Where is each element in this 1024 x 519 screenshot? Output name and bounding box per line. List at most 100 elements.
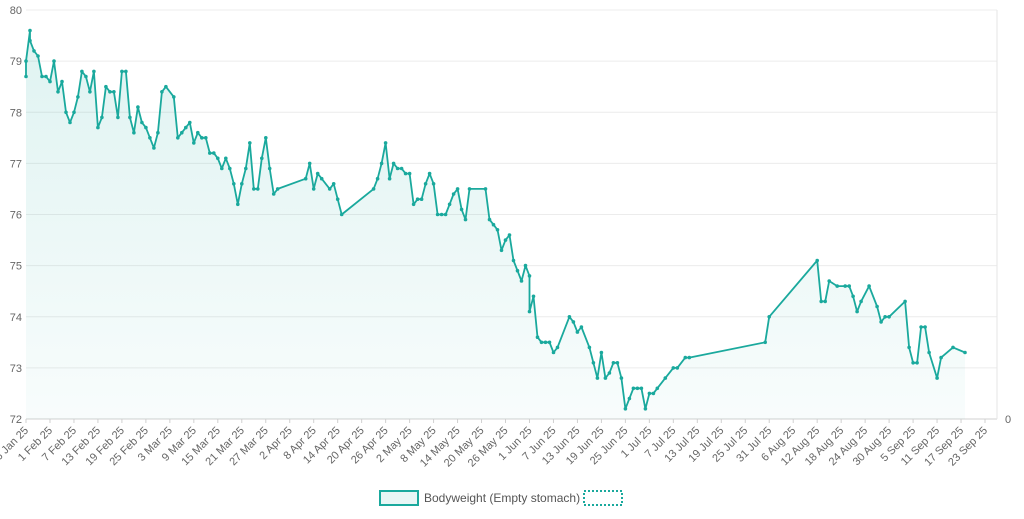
data-point[interactable] [339, 212, 344, 217]
data-point[interactable] [248, 141, 252, 145]
data-point[interactable] [687, 355, 692, 360]
data-point[interactable] [847, 284, 851, 288]
data-point[interactable] [535, 335, 540, 340]
data-point[interactable] [331, 182, 336, 186]
data-point[interactable] [619, 376, 624, 380]
data-point[interactable] [523, 263, 528, 268]
data-point[interactable] [152, 146, 156, 150]
data-point[interactable] [371, 187, 376, 191]
data-point[interactable] [216, 156, 220, 161]
data-point[interactable] [539, 340, 544, 345]
data-point[interactable] [375, 176, 380, 181]
data-point[interactable] [224, 156, 228, 161]
data-point[interactable] [271, 192, 276, 196]
data-point[interactable] [907, 345, 911, 350]
data-point[interactable] [28, 38, 32, 43]
data-point[interactable] [403, 171, 408, 176]
data-point[interactable] [491, 222, 496, 227]
data-point[interactable] [164, 84, 168, 89]
data-point[interactable] [919, 325, 923, 329]
data-point[interactable] [675, 366, 680, 370]
data-point[interactable] [200, 136, 204, 140]
data-point[interactable] [44, 74, 48, 79]
data-point[interactable] [431, 182, 436, 186]
data-point[interactable] [255, 187, 260, 191]
data-point[interactable] [527, 274, 532, 278]
data-point[interactable] [128, 115, 132, 120]
data-point[interactable] [84, 74, 88, 79]
data-point[interactable] [244, 166, 248, 171]
data-point[interactable] [28, 28, 32, 33]
data-point[interactable] [24, 74, 28, 79]
data-point[interactable] [951, 345, 955, 350]
data-point[interactable] [240, 182, 244, 186]
data-point[interactable] [56, 90, 60, 94]
data-point[interactable] [575, 330, 580, 334]
data-point[interactable] [643, 407, 648, 411]
data-point[interactable] [24, 59, 28, 63]
data-point[interactable] [156, 130, 160, 135]
data-point[interactable] [32, 49, 36, 53]
data-point[interactable] [455, 187, 460, 191]
legend-item-second-series[interactable] [583, 490, 623, 506]
data-point[interactable] [172, 95, 176, 99]
data-point[interactable] [80, 69, 84, 74]
data-point[interactable] [124, 69, 128, 74]
data-point[interactable] [515, 268, 520, 273]
data-point[interactable] [379, 161, 384, 166]
data-point[interactable] [387, 176, 392, 181]
data-point[interactable] [551, 350, 556, 355]
data-point[interactable] [547, 340, 552, 345]
data-point[interactable] [611, 361, 616, 365]
data-point[interactable] [319, 176, 324, 181]
data-point[interactable] [192, 141, 196, 145]
data-point[interactable] [451, 192, 456, 196]
data-point[interactable] [132, 130, 136, 135]
data-point[interactable] [823, 299, 827, 304]
data-point[interactable] [587, 345, 592, 350]
data-point[interactable] [655, 386, 660, 391]
data-point[interactable] [104, 84, 108, 89]
data-point[interactable] [116, 115, 120, 120]
data-point[interactable] [631, 386, 636, 391]
data-point[interactable] [311, 187, 316, 191]
data-point[interactable] [819, 299, 823, 304]
data-point[interactable] [603, 376, 608, 380]
data-point[interactable] [627, 396, 632, 401]
data-point[interactable] [76, 95, 80, 99]
data-point[interactable] [208, 151, 212, 155]
data-point[interactable] [427, 171, 432, 176]
data-point[interactable] [188, 120, 192, 125]
data-point[interactable] [463, 217, 468, 222]
data-point[interactable] [40, 74, 44, 79]
data-point[interactable] [100, 115, 104, 120]
data-point[interactable] [72, 110, 76, 115]
data-point[interactable] [228, 166, 232, 171]
data-point[interactable] [48, 79, 52, 84]
data-point[interactable] [855, 309, 859, 314]
data-point[interactable] [267, 166, 272, 171]
data-point[interactable] [112, 90, 116, 94]
data-point[interactable] [467, 187, 472, 191]
data-point[interactable] [815, 258, 819, 263]
data-point[interactable] [487, 217, 492, 222]
data-point[interactable] [447, 202, 452, 207]
data-point[interactable] [144, 125, 148, 130]
data-point[interactable] [395, 166, 400, 171]
data-point[interactable] [867, 284, 871, 288]
data-point[interactable] [236, 202, 240, 207]
data-point[interactable] [887, 315, 891, 319]
data-point[interactable] [663, 376, 668, 380]
data-point[interactable] [683, 355, 688, 360]
data-point[interactable] [511, 258, 516, 263]
data-point[interactable] [383, 141, 388, 145]
data-point[interactable] [411, 202, 416, 207]
data-point[interactable] [180, 130, 184, 135]
data-point[interactable] [503, 238, 508, 242]
data-point[interactable] [443, 212, 448, 217]
data-point[interactable] [108, 90, 112, 94]
data-point[interactable] [499, 248, 504, 253]
data-point[interactable] [635, 386, 640, 391]
data-point[interactable] [531, 294, 536, 299]
data-point[interactable] [415, 197, 420, 201]
